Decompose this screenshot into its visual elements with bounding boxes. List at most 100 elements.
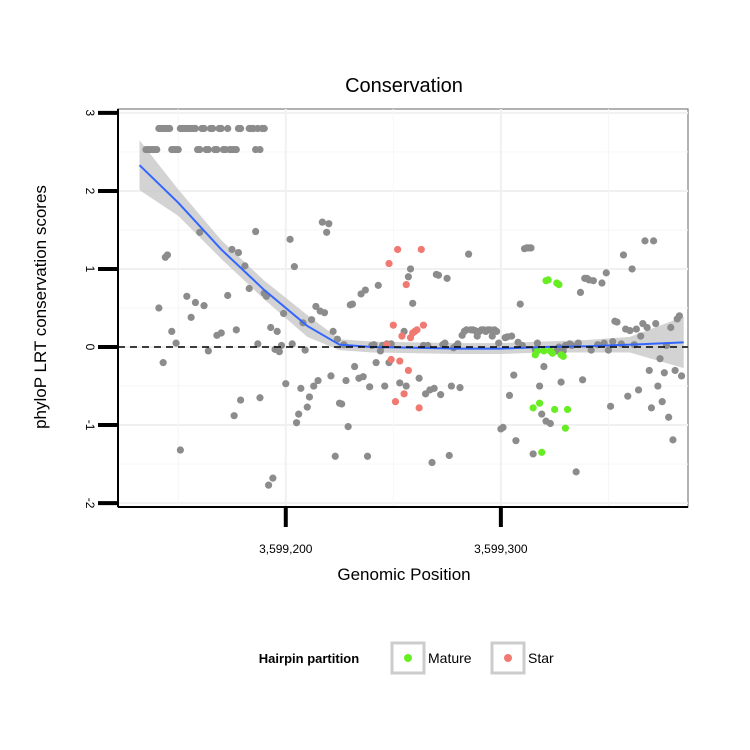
other-point: [269, 474, 277, 482]
other-point: [363, 452, 372, 460]
other-point: [325, 220, 333, 228]
other-point: [237, 396, 245, 404]
star-point: [404, 366, 412, 375]
other-point: [508, 332, 516, 340]
other-point: [660, 369, 668, 377]
mature-point: [540, 347, 548, 355]
star-point: [396, 357, 404, 365]
other-point: [310, 382, 318, 390]
other-point: [589, 277, 597, 285]
other-point: [456, 384, 464, 392]
other-point: [361, 286, 369, 294]
chart-title: Conservation: [345, 75, 463, 97]
mature-point: [563, 405, 572, 414]
other-point: [372, 359, 380, 367]
other-point: [312, 302, 320, 311]
other-point: [667, 323, 675, 332]
other-point: [254, 340, 262, 348]
other-point: [292, 419, 301, 427]
other-point: [338, 400, 346, 408]
other-point: [183, 292, 191, 300]
other-point: [196, 228, 204, 236]
other-point: [579, 376, 587, 384]
other-point: [529, 450, 537, 458]
other-point: [351, 362, 359, 371]
other-point: [647, 404, 656, 412]
other-point: [454, 340, 462, 348]
other-point: [224, 291, 232, 300]
other-point: [535, 382, 544, 390]
other-point: [643, 323, 651, 332]
y-tick-label: -2: [83, 498, 97, 509]
mature-point: [535, 399, 544, 407]
points-layer: [118, 124, 688, 489]
other-point: [230, 412, 238, 420]
other-point: [344, 423, 352, 431]
gridlines: [118, 109, 688, 507]
other-point: [260, 124, 268, 133]
other-point: [275, 348, 283, 356]
mature-point: [548, 349, 557, 357]
other-point: [652, 320, 660, 328]
other-point: [232, 145, 240, 154]
other-point: [163, 251, 172, 259]
y-tick-label: -1: [83, 420, 97, 431]
x-tick-label: 3,599,300: [474, 542, 528, 556]
other-point: [637, 332, 645, 340]
other-point: [204, 145, 212, 154]
other-point: [632, 325, 640, 333]
mature-point: [529, 404, 537, 412]
other-point: [256, 145, 264, 154]
mature-point: [551, 405, 559, 414]
other-point: [307, 316, 316, 324]
other-point: [245, 284, 253, 293]
legend-symbol-star: [504, 654, 512, 662]
star-point: [391, 398, 400, 406]
other-point: [572, 468, 580, 476]
other-point: [488, 332, 496, 340]
other-point: [359, 373, 367, 381]
other-point: [546, 419, 554, 428]
other-point: [381, 382, 389, 390]
other-point: [318, 218, 326, 226]
other-point: [329, 327, 337, 336]
other-point: [641, 237, 649, 245]
other-point: [443, 274, 451, 282]
other-point: [557, 378, 565, 386]
legend: Hairpin partition Mature Star: [259, 641, 554, 675]
other-point: [516, 300, 524, 308]
other-point: [465, 250, 473, 258]
x-tick-label: 3,599,200: [259, 542, 313, 556]
other-point: [437, 391, 445, 399]
other-point: [241, 262, 249, 270]
other-point: [447, 382, 455, 390]
y-tick-label: 3: [83, 110, 97, 117]
other-point: [404, 273, 412, 281]
other-point: [505, 391, 514, 400]
other-point: [290, 263, 298, 271]
other-point: [224, 124, 232, 133]
other-point: [510, 371, 518, 379]
other-point: [366, 383, 374, 391]
other-point: [217, 124, 225, 133]
other-point: [295, 410, 303, 418]
x-axis-label: Genomic Position: [337, 565, 470, 584]
other-point: [406, 265, 415, 273]
other-point: [187, 313, 195, 321]
mature-point: [538, 448, 546, 456]
other-point: [677, 372, 686, 380]
legend-label-star: Star: [528, 650, 554, 666]
other-point: [333, 335, 341, 343]
other-point: [237, 124, 245, 133]
legend-label-mature: Mature: [428, 650, 472, 666]
other-point: [348, 300, 357, 308]
other-point: [645, 366, 653, 375]
other-point: [669, 436, 677, 444]
star-point: [413, 326, 421, 334]
other-point: [540, 362, 548, 371]
other-point: [428, 458, 436, 467]
other-point: [376, 347, 385, 355]
other-point: [277, 341, 286, 350]
other-point: [153, 145, 161, 154]
other-point: [213, 145, 221, 154]
